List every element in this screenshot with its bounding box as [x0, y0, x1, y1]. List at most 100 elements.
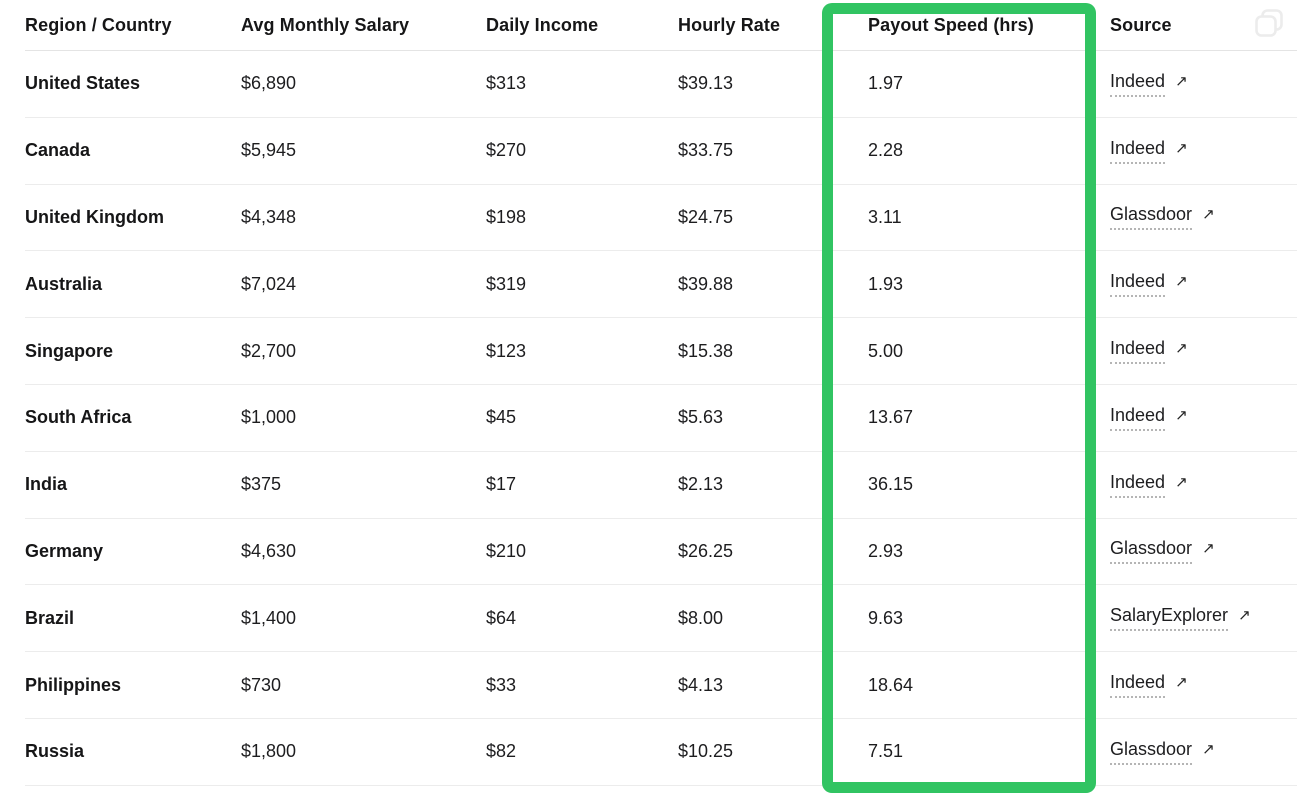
source-link[interactable]: Indeed ↗: [1110, 271, 1188, 298]
daily-income-cell: $198: [486, 206, 527, 227]
table-row: Australia $7,024 $319 $39.88 1.93 Indeed…: [25, 251, 1297, 319]
hourly-rate-cell: $5.63: [678, 407, 724, 428]
table-row: South Africa $1,000 $45 $5.63 13.67 Inde…: [25, 385, 1297, 452]
table-row: Philippines $730 $33 $4.13 18.64 Indeed …: [25, 652, 1297, 719]
source-cell: Indeed ↗: [1110, 672, 1297, 699]
daily-income-cell: $45: [486, 407, 517, 428]
north-east-arrow-icon: ↗: [1175, 139, 1188, 157]
hourly-rate-cell: $2.13: [678, 474, 724, 495]
column-header-avg-monthly-salary: Avg Monthly Salary: [241, 14, 410, 35]
source-link-label: Indeed: [1110, 71, 1166, 97]
table-row: United Kingdom $4,348 $198 $24.75 3.11 G…: [25, 185, 1297, 252]
source-link[interactable]: Glassdoor ↗: [1110, 538, 1215, 565]
payout-speed-cell: 7.51: [868, 741, 904, 762]
copy-icon: [1255, 9, 1283, 37]
column-header-daily-income: Daily Income: [486, 14, 599, 35]
daily-income-cell: $33: [486, 674, 517, 695]
hourly-rate-cell: $15.38: [678, 340, 734, 361]
country-cell: United States: [25, 73, 141, 94]
country-cell: United Kingdom: [25, 206, 164, 227]
north-east-arrow-icon: ↗: [1175, 340, 1188, 358]
north-east-arrow-icon: ↗: [1175, 72, 1188, 90]
table-row: Singapore $2,700 $123 $15.38 5.00 Indeed…: [25, 318, 1297, 385]
daily-income-cell: $17: [486, 474, 517, 495]
hourly-rate-cell: $4.13: [678, 674, 724, 695]
source-cell: Glassdoor ↗: [1110, 739, 1297, 765]
payout-speed-cell: 1.93: [868, 273, 904, 294]
source-cell: Indeed ↗: [1110, 338, 1297, 365]
hourly-rate-cell: $26.25: [678, 540, 734, 561]
monthly-salary-cell: $730: [241, 674, 282, 695]
source-cell: Indeed ↗: [1110, 138, 1297, 164]
source-link[interactable]: Indeed ↗: [1110, 405, 1188, 431]
source-cell: Indeed ↗: [1110, 271, 1297, 298]
daily-income-cell: $82: [486, 741, 517, 762]
payout-speed-cell: 3.11: [868, 206, 902, 227]
payout-speed-cell: 1.97: [868, 73, 904, 94]
monthly-salary-cell: $4,630: [241, 540, 297, 561]
north-east-arrow-icon: ↗: [1175, 273, 1188, 291]
source-cell: Indeed ↗: [1110, 71, 1297, 97]
table-row: United States $6,890 $313 $39.13 1.97 In…: [25, 51, 1297, 118]
payout-speed-cell: 9.63: [868, 607, 904, 628]
hourly-rate-cell: $39.88: [678, 273, 734, 294]
source-link[interactable]: Glassdoor ↗: [1110, 739, 1215, 765]
country-cell: Canada: [25, 140, 91, 161]
monthly-salary-cell: $1,400: [241, 607, 297, 628]
source-cell: Glassdoor ↗: [1110, 538, 1297, 565]
copy-table-button[interactable]: [1252, 6, 1286, 40]
source-link-label: Glassdoor: [1110, 204, 1193, 231]
monthly-salary-cell: $4,348: [241, 206, 297, 227]
hourly-rate-cell: $39.13: [678, 73, 734, 94]
payout-speed-cell: 2.28: [868, 140, 904, 161]
source-cell: Indeed ↗: [1110, 405, 1297, 431]
hourly-rate-cell: $8.00: [678, 607, 724, 628]
column-header-hourly-rate: Hourly Rate: [678, 14, 781, 35]
country-cell: Singapore: [25, 340, 114, 361]
source-link-label: Indeed: [1110, 672, 1166, 699]
daily-income-cell: $319: [486, 273, 527, 294]
source-cell: Indeed ↗: [1110, 472, 1297, 498]
north-east-arrow-icon: ↗: [1202, 540, 1215, 558]
north-east-arrow-icon: ↗: [1175, 674, 1188, 692]
country-cell: South Africa: [25, 407, 132, 428]
source-link-label: Indeed: [1110, 405, 1166, 431]
north-east-arrow-icon: ↗: [1238, 607, 1251, 625]
column-header-region-country: Region / Country: [25, 14, 172, 35]
hourly-rate-cell: $33.75: [678, 140, 734, 161]
column-header-source: Source: [1110, 14, 1172, 35]
source-link[interactable]: Glassdoor ↗: [1110, 204, 1215, 231]
source-link-label: Indeed: [1110, 271, 1166, 298]
column-header-payout-speed: Payout Speed (hrs): [868, 14, 1034, 35]
table-header-row: Region / Country Avg Monthly Salary Dail…: [25, 0, 1297, 51]
north-east-arrow-icon: ↗: [1202, 206, 1215, 224]
source-link-label: SalaryExplorer: [1110, 605, 1229, 632]
monthly-salary-cell: $1,800: [241, 741, 297, 762]
payout-speed-cell: 5.00: [868, 340, 904, 361]
payout-speed-cell: 18.64: [868, 674, 914, 695]
source-link[interactable]: Indeed ↗: [1110, 672, 1188, 699]
source-link-label: Glassdoor: [1110, 739, 1193, 765]
source-cell: SalaryExplorer ↗: [1110, 605, 1297, 632]
monthly-salary-cell: $7,024: [241, 273, 297, 294]
source-link-label: Indeed: [1110, 138, 1166, 164]
table-row: Canada $5,945 $270 $33.75 2.28 Indeed ↗: [25, 118, 1297, 185]
source-link[interactable]: Indeed ↗: [1110, 472, 1188, 498]
daily-income-cell: $64: [486, 607, 517, 628]
table-body: United States $6,890 $313 $39.13 1.97 In…: [0, 51, 1302, 786]
payout-speed-cell: 2.93: [868, 540, 904, 561]
hourly-rate-cell: $10.25: [678, 741, 734, 762]
daily-income-cell: $210: [486, 540, 527, 561]
table-row: India $375 $17 $2.13 36.15 Indeed ↗: [25, 452, 1297, 519]
daily-income-cell: $313: [486, 73, 527, 94]
table-row: Germany $4,630 $210 $26.25 2.93 Glassdoo…: [25, 519, 1297, 586]
country-cell: Russia: [25, 741, 85, 762]
source-link[interactable]: SalaryExplorer ↗: [1110, 605, 1251, 632]
north-east-arrow-icon: ↗: [1175, 473, 1188, 491]
country-cell: Brazil: [25, 607, 75, 628]
table-row: Brazil $1,400 $64 $8.00 9.63 SalaryExplo…: [25, 585, 1297, 653]
source-link[interactable]: Indeed ↗: [1110, 138, 1188, 164]
source-link[interactable]: Indeed ↗: [1110, 338, 1188, 365]
source-link[interactable]: Indeed ↗: [1110, 71, 1188, 97]
